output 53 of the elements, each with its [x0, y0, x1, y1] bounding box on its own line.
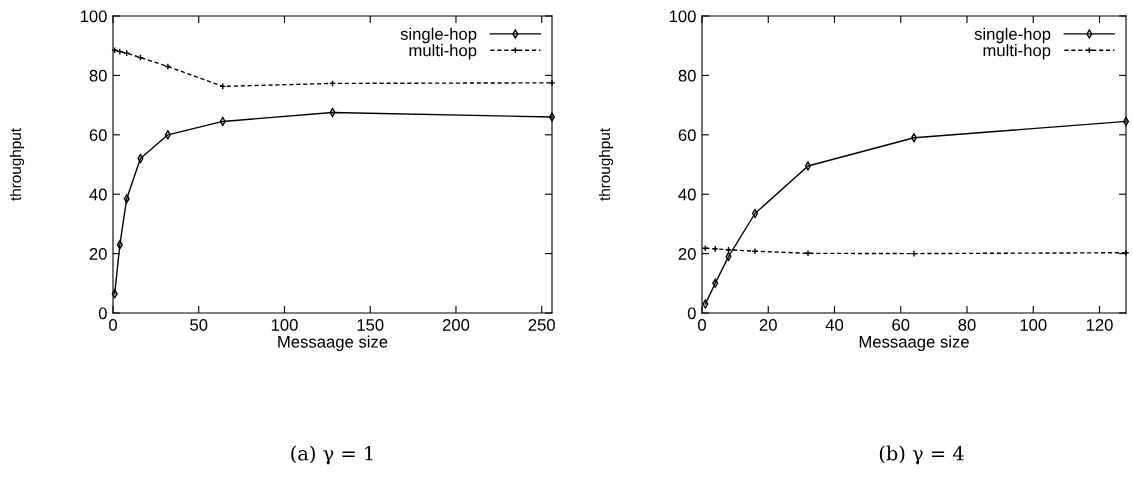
x-tick-label: 40 — [825, 319, 844, 331]
y-tick-label: 0 — [98, 307, 107, 320]
x-tick-label: 60 — [892, 319, 910, 331]
point — [116, 48, 124, 56]
point — [751, 247, 759, 255]
y-tick-label: 20 — [89, 248, 107, 260]
y-tick-label: 60 — [89, 129, 107, 141]
point — [702, 299, 709, 309]
point — [123, 49, 131, 57]
y-tick-label: 40 — [678, 188, 696, 201]
text: (a) γ = 1 — [291, 445, 373, 465]
point — [1122, 116, 1130, 127]
y-tick-label: 100 — [80, 10, 107, 23]
point — [712, 278, 719, 288]
legend-label: multi-hop — [409, 44, 477, 60]
point — [164, 130, 171, 140]
point — [111, 289, 118, 299]
legend-label: multi-hop — [983, 44, 1051, 60]
y-tick-label: 20 — [678, 248, 696, 260]
x-tick-label: 0 — [109, 319, 117, 331]
point — [123, 194, 130, 204]
y-tick-label: 100 — [669, 10, 696, 23]
y-tick-label: 80 — [89, 69, 107, 82]
legend-label: single-hop — [400, 27, 477, 44]
point — [910, 250, 918, 258]
x-tick-label: 80 — [958, 319, 976, 331]
x-tick-label: 120 — [1086, 319, 1113, 331]
y-tick-label: 80 — [678, 69, 696, 82]
x-axis-title: Messaage size — [278, 335, 388, 352]
point — [711, 245, 719, 253]
x-axis-title: Messaage size — [859, 335, 969, 352]
point — [804, 161, 812, 171]
legend-label: single-hop — [974, 27, 1051, 44]
point — [164, 63, 172, 70]
point — [804, 249, 812, 257]
y-tick-label: 0 — [687, 307, 696, 320]
x-tick-label: 100 — [271, 319, 298, 331]
x-tick-label: 50 — [190, 319, 208, 331]
x-tick-label: 20 — [759, 319, 777, 331]
point — [548, 112, 556, 122]
x-tick-label: 0 — [698, 319, 706, 331]
point — [751, 208, 759, 219]
x-tick-label: 200 — [442, 319, 470, 331]
x-tick-label: 100 — [1020, 319, 1047, 331]
x-tick-label: 250 — [528, 319, 555, 331]
x-tick-label: 150 — [357, 319, 384, 331]
y-tick-label: 40 — [89, 188, 107, 201]
y-axis-title: throughput — [598, 128, 614, 201]
y-tick-label: 60 — [678, 129, 696, 141]
text: (b) γ = 4 — [879, 445, 964, 465]
point — [116, 240, 123, 250]
y-axis-title: throughput — [9, 128, 25, 201]
point — [910, 133, 918, 143]
